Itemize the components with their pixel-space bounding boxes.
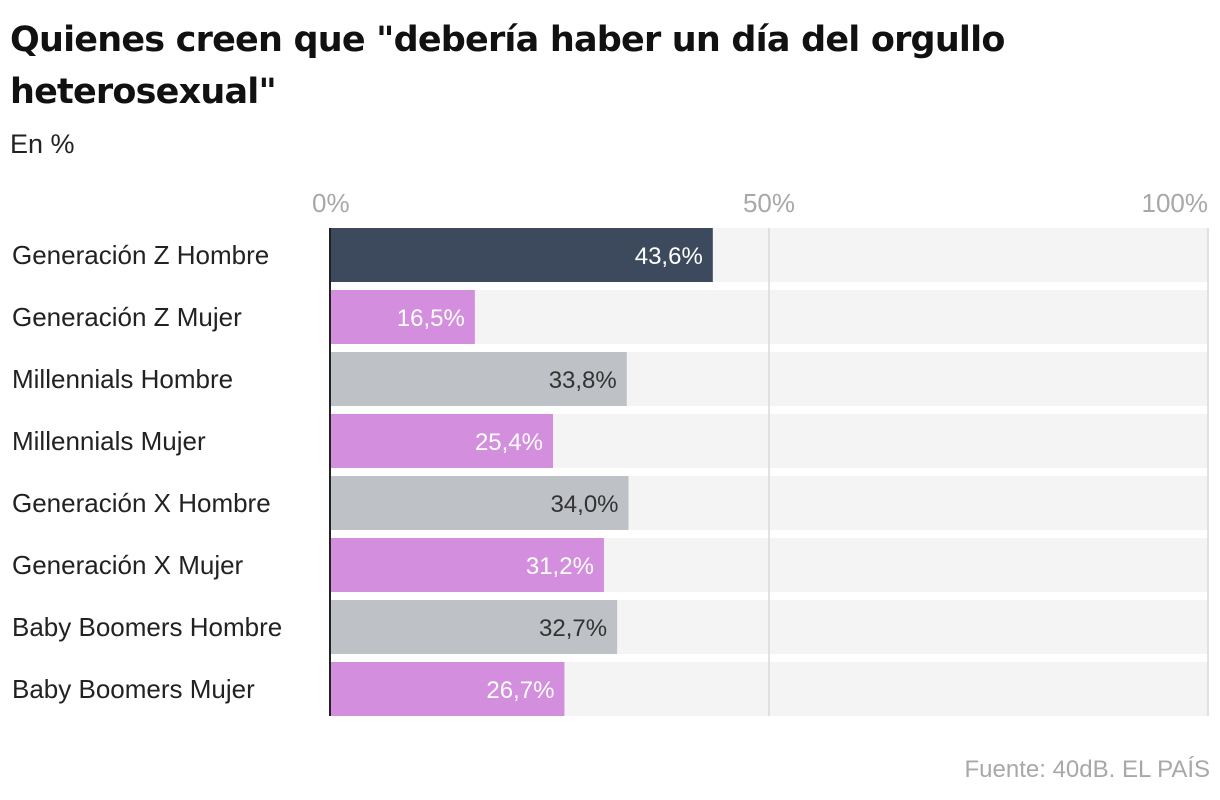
bar bbox=[330, 228, 713, 282]
source-note: Fuente: 40dB. EL PAÍS bbox=[964, 756, 1210, 783]
category-label: Generación Z Hombre bbox=[12, 240, 269, 270]
bar bbox=[330, 352, 627, 406]
bar bbox=[330, 662, 565, 716]
bar bbox=[330, 414, 554, 468]
category-label: Baby Boomers Mujer bbox=[12, 674, 255, 704]
chart-title: Quienes creen que "debería haber un día … bbox=[10, 20, 1005, 112]
value-label: 26,7% bbox=[486, 677, 554, 704]
bar bbox=[330, 290, 475, 344]
category-label: Generación X Hombre bbox=[12, 488, 271, 518]
value-label: 32,7% bbox=[539, 615, 607, 642]
x-tick-label: 50% bbox=[743, 188, 795, 218]
x-tick-label: 0% bbox=[312, 188, 350, 218]
value-label: 16,5% bbox=[397, 305, 465, 332]
bar bbox=[330, 476, 629, 530]
category-label: Millennials Hombre bbox=[12, 364, 233, 394]
value-label: 34,0% bbox=[550, 491, 618, 518]
category-label: Millennials Mujer bbox=[12, 426, 206, 456]
category-label: Generación Z Mujer bbox=[12, 302, 242, 332]
bar bbox=[330, 600, 618, 654]
bar-chart: 0% 50% 100% Generación Z Hombre 43,6% Generac… bbox=[12, 188, 1209, 716]
value-label: 33,8% bbox=[549, 367, 617, 394]
chart-subtitle: En % bbox=[10, 129, 75, 159]
value-label: 31,2% bbox=[526, 553, 594, 580]
category-label: Baby Boomers Hombre bbox=[12, 612, 282, 642]
bar bbox=[330, 538, 604, 592]
category-label: Generación X Mujer bbox=[12, 550, 244, 580]
value-label: 25,4% bbox=[475, 429, 543, 456]
value-label: 43,6% bbox=[635, 243, 703, 270]
x-tick-label: 100% bbox=[1142, 188, 1209, 218]
